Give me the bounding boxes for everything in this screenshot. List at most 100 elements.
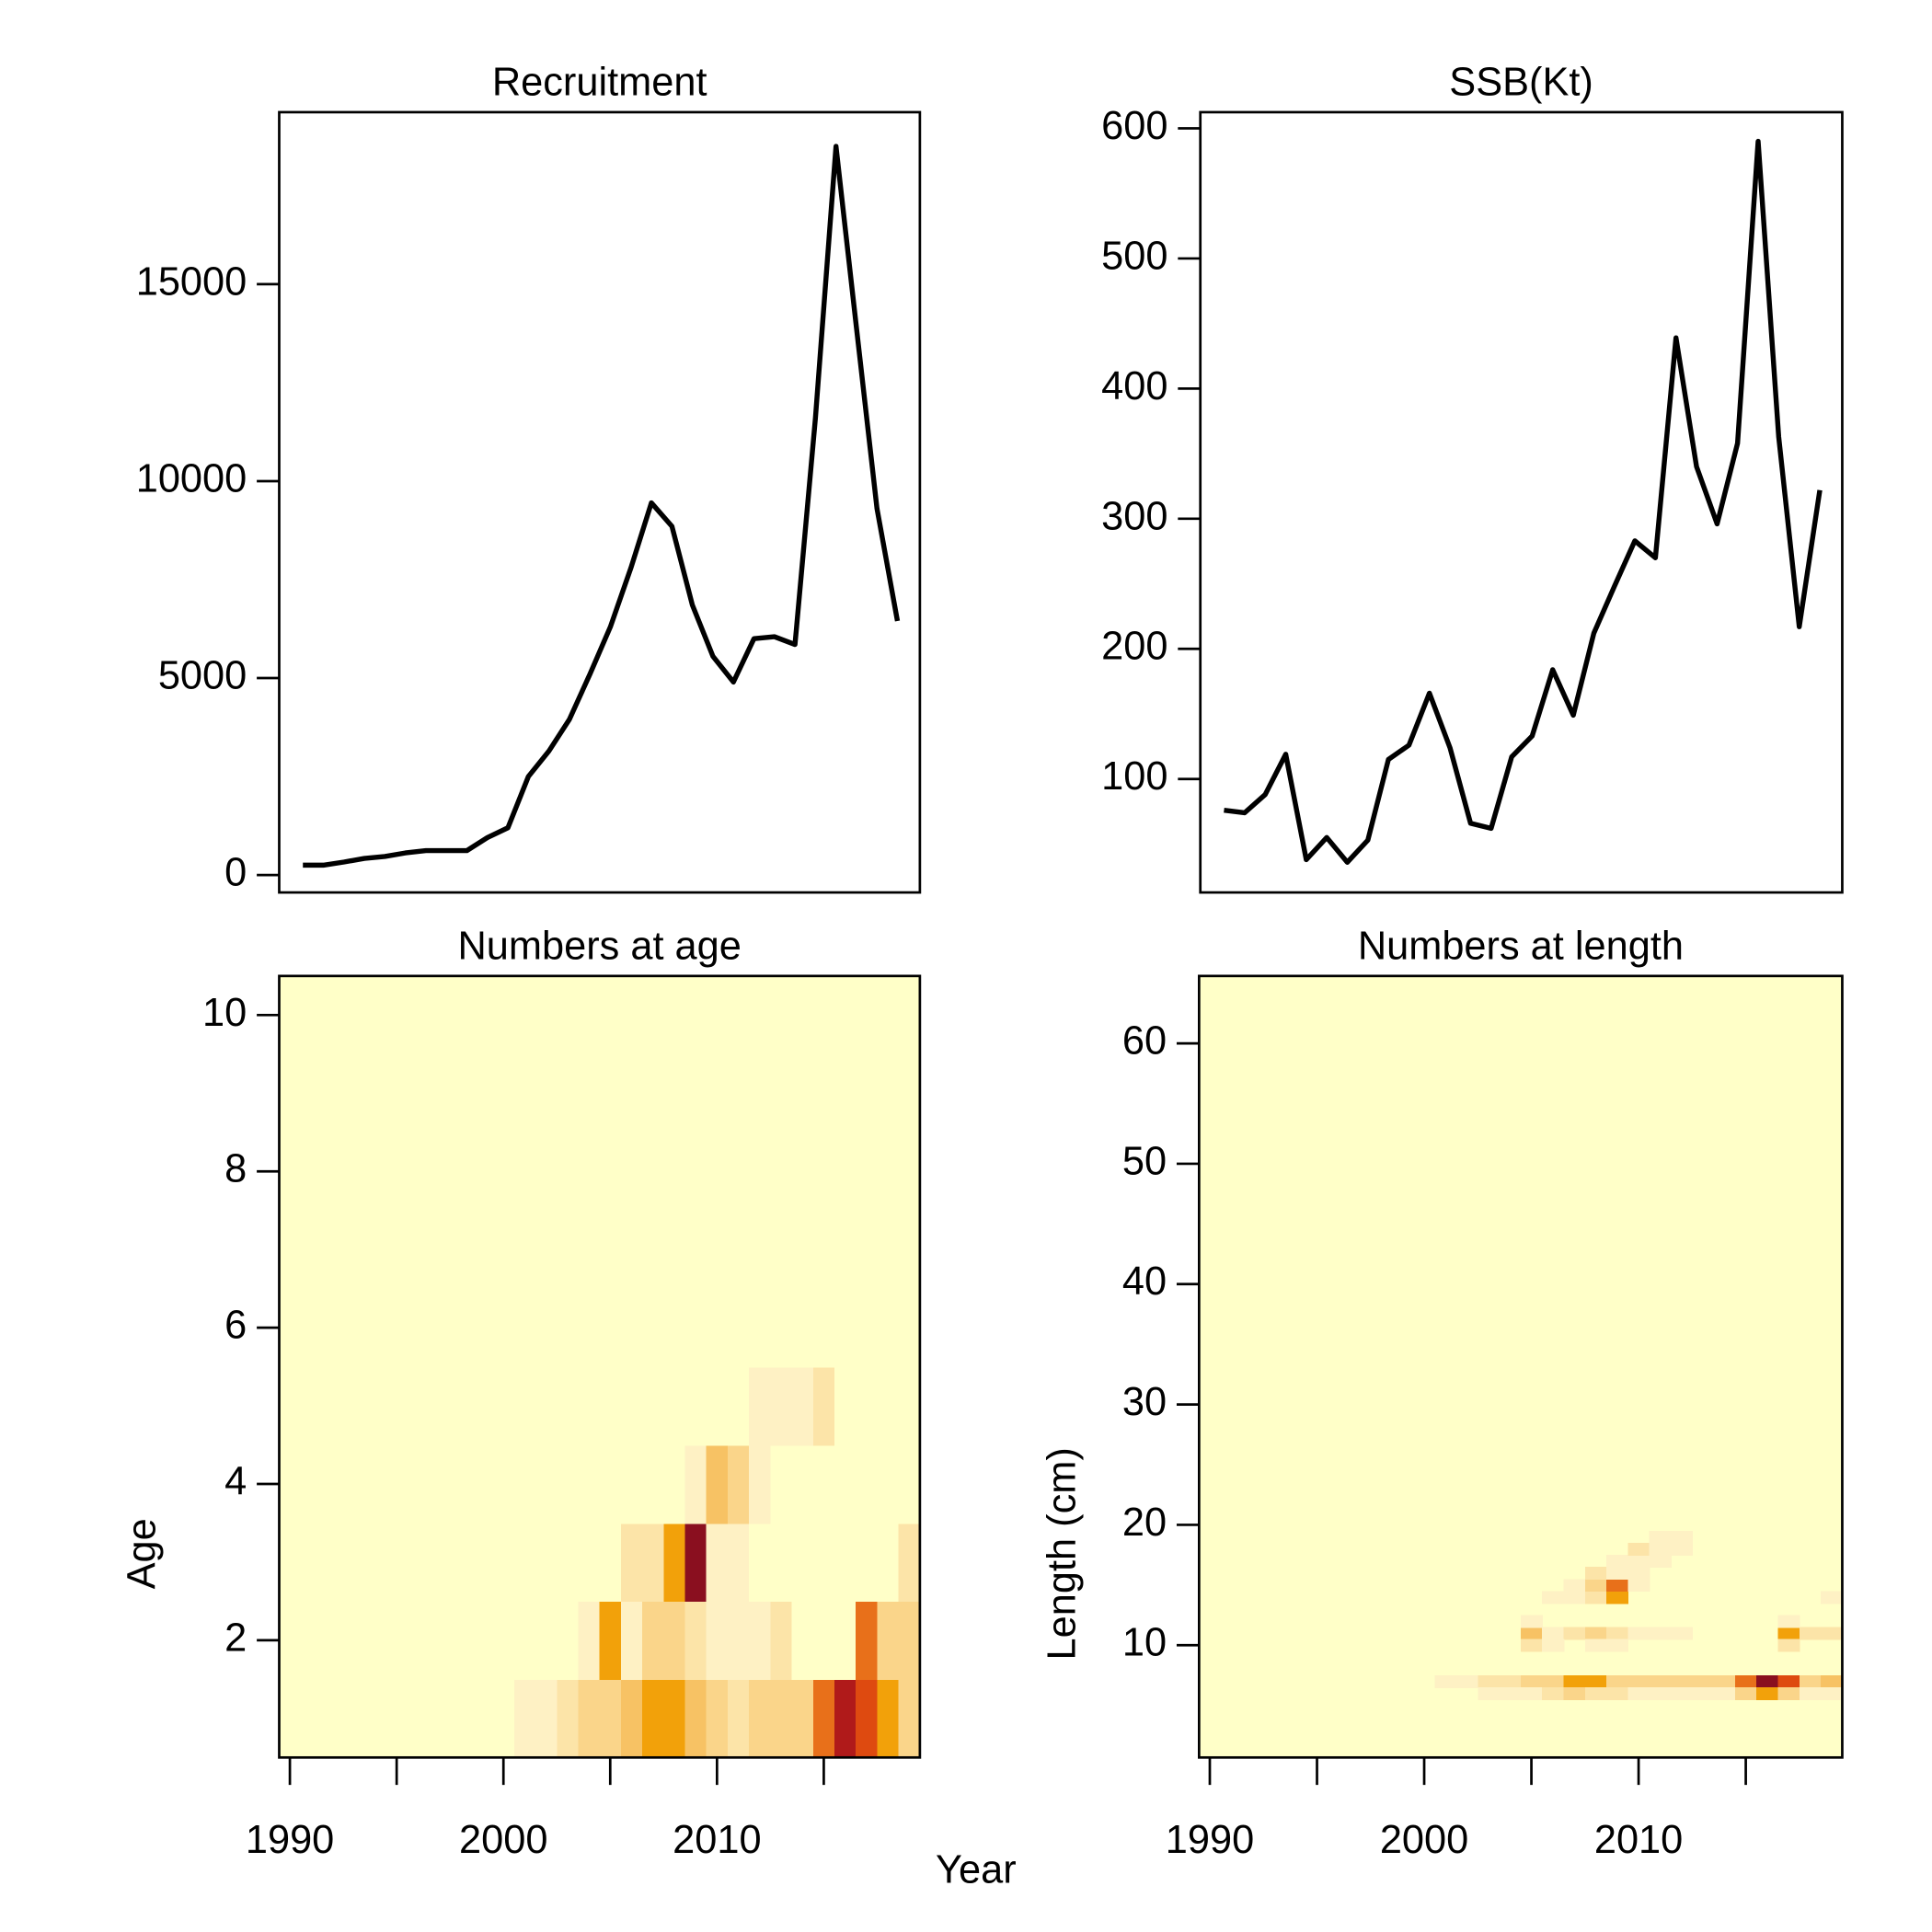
heatmap-cell (1734, 1687, 1758, 1700)
heatmap-cell (492, 1366, 515, 1446)
heatmap-cell (812, 1679, 835, 1759)
heatmap-cell (706, 1444, 729, 1524)
heatmap-cell (684, 1679, 707, 1759)
heatmap-cell (471, 1132, 494, 1212)
heatmap-cell (1756, 1687, 1779, 1700)
heatmap-cell (791, 1366, 814, 1446)
y-tick-label: 0 (224, 851, 247, 895)
heatmap-cell (1584, 1687, 1607, 1700)
heatmap-cell (428, 975, 451, 1055)
y-tick-label: 4 (224, 1459, 247, 1503)
heatmap-cell (471, 1523, 494, 1603)
heatmap-cell (364, 975, 387, 1055)
heatmap-cell (450, 1366, 473, 1446)
heatmap-cell (791, 1288, 814, 1368)
heatmap-cell (557, 1053, 580, 1133)
heatmap-cell (791, 1053, 814, 1133)
heatmap-cell (599, 1053, 622, 1133)
heatmap-cell (1606, 1687, 1629, 1700)
heatmap-cell (898, 1601, 921, 1681)
heatmap-cell (557, 1366, 580, 1446)
heatmap-cell (535, 1053, 558, 1133)
heatmap-cell (877, 1601, 900, 1681)
heatmap-cell (343, 1132, 366, 1212)
heatmap-cell (385, 1366, 408, 1446)
heatmap-cell (599, 1132, 622, 1212)
heatmap-cell (492, 1210, 515, 1290)
heatmap-cell (898, 1679, 921, 1759)
heatmap-cell (727, 1679, 750, 1759)
heatmap-cell (1671, 1543, 1694, 1556)
heatmap-cell (770, 1210, 793, 1290)
heatmap-cell (557, 1679, 580, 1759)
heatmap-cell (1584, 1627, 1607, 1640)
heatmap-cell (791, 1210, 814, 1290)
heatmap-cell (856, 1679, 879, 1759)
heatmap-cell (385, 1679, 408, 1759)
heatmap-cell (620, 1601, 643, 1681)
heatmap-cell (877, 1132, 900, 1212)
heatmap-cell (706, 1679, 729, 1759)
heatmap-cell (343, 1444, 366, 1524)
heatmap-cell (492, 1523, 515, 1603)
y-tick-label: 5000 (158, 653, 247, 697)
heatmap-cell (1777, 1687, 1800, 1700)
heatmap-cell (663, 1601, 686, 1681)
heatmap-cell (578, 1444, 601, 1524)
heatmap-cell (385, 1132, 408, 1212)
heatmap-cell (1606, 1555, 1629, 1569)
heatmap-cell (812, 1288, 835, 1368)
heatmap-cell (620, 1288, 643, 1368)
heatmap-cell (599, 1210, 622, 1290)
heatmap-cell (1627, 1687, 1650, 1700)
heatmap-cell (364, 1601, 387, 1681)
y-tick-label: 400 (1101, 364, 1167, 408)
heatmap-cell (770, 1366, 793, 1446)
heatmap-cell (321, 1444, 344, 1524)
heatmap-cell (1649, 1687, 1672, 1700)
heatmap-cell (684, 1523, 707, 1603)
heatmap-cell (1542, 1627, 1565, 1640)
heatmap-cell (791, 1132, 814, 1212)
heatmap-cell (364, 1444, 387, 1524)
heatmap-cell (492, 1053, 515, 1133)
heatmap-cell (535, 1601, 558, 1681)
heatmap-cell (877, 1288, 900, 1368)
heatmap-cell (770, 975, 793, 1055)
heatmap-cell (1520, 1687, 1544, 1700)
heatmap-cell (450, 1444, 473, 1524)
heatmap-cell (343, 975, 366, 1055)
heatmap-cell (1542, 1687, 1565, 1700)
heatmap-cell (599, 975, 622, 1055)
heatmap-cell (578, 1053, 601, 1133)
panel-title: Numbers at age (457, 924, 741, 968)
heatmap-cell (1821, 1591, 1844, 1604)
heatmap-cell (727, 1288, 750, 1368)
x-axis-label: Year (936, 1847, 1017, 1892)
heatmap-cell (749, 1210, 772, 1290)
heatmap-cell (791, 1601, 814, 1681)
heatmap-cell (856, 1523, 879, 1603)
heatmap-cell (557, 1210, 580, 1290)
heatmap-cell (578, 1288, 601, 1368)
heatmap-cell (557, 1288, 580, 1368)
heatmap-cell (1584, 1674, 1607, 1688)
heatmap-cell (450, 1132, 473, 1212)
heatmap-cell (1799, 1627, 1822, 1640)
heatmap-cell (407, 975, 430, 1055)
heatmap-cell (1606, 1591, 1629, 1604)
plot-frame (278, 974, 922, 1759)
heatmap-cell (385, 975, 408, 1055)
heatmap-cell (599, 1444, 622, 1524)
heatmap-cell (1606, 1579, 1629, 1593)
heatmap-cell (620, 1444, 643, 1524)
data-line (303, 144, 901, 868)
heatmap-cell (1799, 1687, 1822, 1700)
heatmap-cell (684, 1601, 707, 1681)
heatmap-cell (407, 1444, 430, 1524)
heatmap-cell (321, 1679, 344, 1759)
heatmap-cell (834, 1523, 857, 1603)
heatmap-cell (407, 1210, 430, 1290)
heatmap-cell (1563, 1579, 1586, 1593)
